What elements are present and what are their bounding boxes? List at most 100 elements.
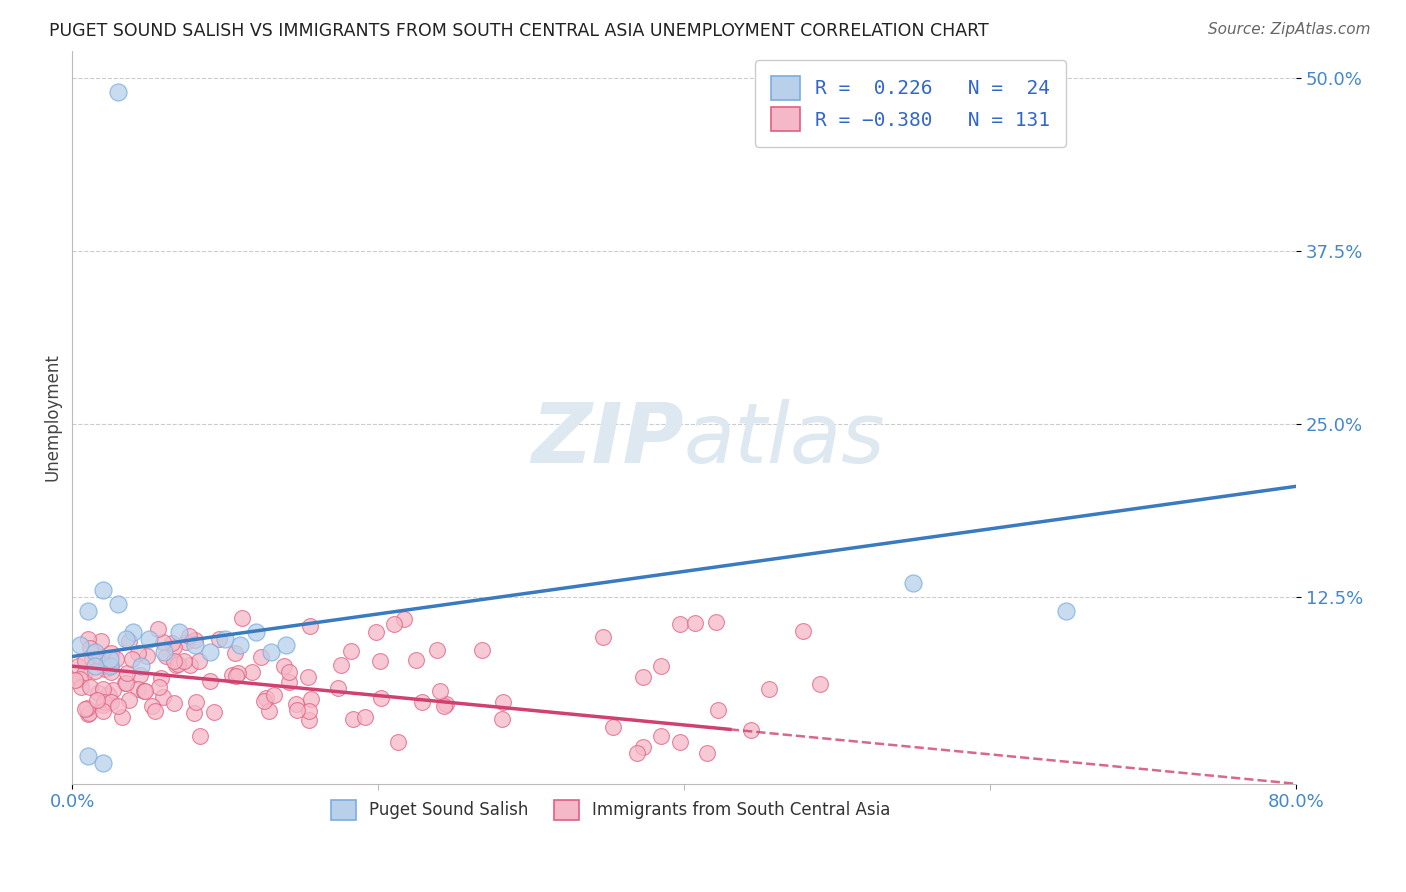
Point bbox=[76, 701, 98, 715]
Point bbox=[127, 646, 149, 660]
Point bbox=[202, 705, 225, 719]
Point bbox=[330, 657, 353, 672]
Point bbox=[163, 697, 186, 711]
Point bbox=[118, 634, 141, 648]
Point bbox=[411, 695, 433, 709]
Point bbox=[263, 688, 285, 702]
Point bbox=[340, 644, 363, 658]
Point bbox=[903, 576, 925, 591]
Point bbox=[160, 636, 183, 650]
Point bbox=[77, 706, 100, 721]
Point bbox=[114, 676, 136, 690]
Point bbox=[184, 695, 207, 709]
Point bbox=[200, 674, 222, 689]
Point bbox=[114, 676, 136, 690]
Point bbox=[107, 597, 129, 611]
Point bbox=[127, 681, 149, 696]
Point bbox=[284, 698, 307, 712]
Point bbox=[198, 645, 221, 659]
Point bbox=[65, 673, 87, 687]
Point bbox=[163, 654, 186, 668]
Point bbox=[429, 684, 451, 698]
Point bbox=[392, 612, 415, 626]
Point bbox=[1054, 604, 1077, 618]
Point bbox=[188, 729, 211, 743]
Point bbox=[696, 746, 718, 760]
Point bbox=[405, 653, 427, 667]
Point bbox=[278, 665, 301, 679]
Point bbox=[122, 624, 145, 639]
Point bbox=[366, 624, 388, 639]
Point bbox=[75, 654, 97, 668]
Point bbox=[100, 658, 122, 673]
Point bbox=[491, 712, 513, 726]
Point bbox=[107, 699, 129, 714]
Point bbox=[626, 747, 648, 761]
Point bbox=[184, 632, 207, 647]
Point bbox=[650, 659, 672, 673]
Point bbox=[669, 735, 692, 749]
Point bbox=[297, 670, 319, 684]
Point bbox=[426, 643, 449, 657]
Point bbox=[382, 617, 405, 632]
Point bbox=[177, 629, 200, 643]
Point bbox=[224, 646, 246, 660]
Point bbox=[77, 706, 100, 721]
Point bbox=[76, 632, 98, 646]
Point bbox=[602, 720, 624, 734]
Point bbox=[592, 630, 614, 644]
Point bbox=[87, 686, 110, 700]
Point bbox=[75, 702, 97, 716]
Point bbox=[90, 634, 112, 648]
Point bbox=[706, 703, 728, 717]
Point bbox=[434, 697, 457, 711]
Point bbox=[174, 635, 197, 649]
Point bbox=[148, 681, 170, 695]
Point bbox=[129, 659, 152, 673]
Text: PUGET SOUND SALISH VS IMMIGRANTS FROM SOUTH CENTRAL ASIA UNEMPLOYMENT CORRELATIO: PUGET SOUND SALISH VS IMMIGRANTS FROM SO… bbox=[49, 22, 988, 40]
Text: ZIP: ZIP bbox=[531, 399, 683, 480]
Point bbox=[704, 615, 727, 630]
Point bbox=[240, 665, 263, 679]
Point bbox=[225, 669, 247, 683]
Point bbox=[669, 617, 692, 632]
Text: Source: ZipAtlas.com: Source: ZipAtlas.com bbox=[1208, 22, 1371, 37]
Point bbox=[91, 583, 114, 598]
Point bbox=[183, 706, 205, 721]
Point bbox=[80, 651, 103, 665]
Point bbox=[254, 690, 277, 705]
Point bbox=[299, 691, 322, 706]
Point bbox=[298, 704, 321, 718]
Point bbox=[104, 652, 127, 666]
Point bbox=[165, 658, 187, 673]
Point bbox=[169, 624, 191, 639]
Point bbox=[758, 681, 780, 696]
Point bbox=[231, 611, 253, 625]
Point bbox=[121, 652, 143, 666]
Point bbox=[328, 681, 350, 696]
Point bbox=[370, 690, 392, 705]
Point bbox=[73, 666, 96, 681]
Point bbox=[229, 639, 252, 653]
Point bbox=[97, 687, 120, 701]
Point bbox=[245, 624, 267, 639]
Point bbox=[69, 680, 91, 694]
Point bbox=[226, 665, 249, 680]
Legend: Puget Sound Salish, Immigrants from South Central Asia: Puget Sound Salish, Immigrants from Sout… bbox=[325, 793, 897, 827]
Point bbox=[141, 698, 163, 713]
Point bbox=[107, 85, 129, 99]
Point bbox=[84, 659, 107, 673]
Point bbox=[683, 616, 706, 631]
Point bbox=[631, 740, 654, 755]
Y-axis label: Unemployment: Unemployment bbox=[44, 353, 60, 481]
Point bbox=[285, 703, 308, 717]
Point bbox=[273, 659, 295, 673]
Point bbox=[91, 655, 114, 669]
Point bbox=[163, 640, 186, 655]
Point bbox=[471, 643, 494, 657]
Point bbox=[808, 677, 831, 691]
Point bbox=[90, 654, 112, 668]
Point bbox=[368, 654, 391, 668]
Point bbox=[631, 670, 654, 684]
Point bbox=[150, 671, 173, 685]
